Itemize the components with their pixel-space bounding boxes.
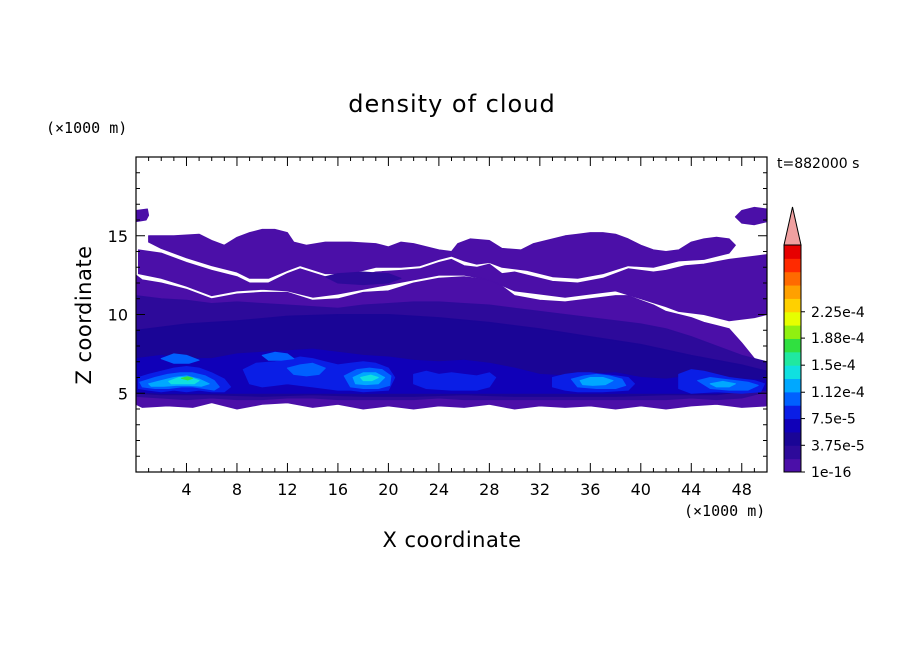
colorbar-swatch [784, 245, 801, 259]
y-tick-label: 10 [108, 306, 128, 325]
x-tick-label: 24 [429, 480, 449, 499]
colorbar-swatch [784, 418, 801, 433]
x-tick-label: 8 [232, 480, 242, 499]
colorbar-swatch [784, 391, 801, 406]
x-tick-label: 32 [530, 480, 550, 499]
colorbar-swatch [784, 311, 801, 326]
colorbar-label: 1.88e-4 [811, 331, 865, 347]
density-contour-level-10-0 [180, 376, 194, 381]
density-field [136, 206, 767, 410]
time-label: t=882000 s [777, 156, 859, 172]
colorbar-extend-arrow [783, 206, 802, 246]
colorbar-label: 2.25e-4 [811, 305, 865, 321]
y-axis-title: Z coordinate [72, 245, 96, 384]
colorbar-swatch [784, 431, 801, 446]
x-tick-label: 12 [277, 480, 297, 499]
colorbar-label: 1e-16 [811, 465, 851, 481]
colorbar-swatch [784, 378, 801, 393]
x-tick-label: 16 [328, 480, 348, 499]
y-tick-label: 15 [108, 227, 128, 246]
colorbar-swatch [784, 351, 801, 366]
density-contour-level-8-3 [709, 380, 736, 388]
density-contour-level-7-5 [160, 353, 200, 364]
y-unit-label: (×1000 m) [46, 119, 127, 137]
x-tick-label: 20 [378, 480, 398, 499]
x-axis-title: X coordinate [382, 528, 521, 552]
colorbar-swatch [784, 271, 801, 286]
colorbar-swatch [784, 445, 801, 460]
colorbar-label: 7.5e-5 [811, 412, 856, 428]
x-tick-label: 48 [732, 480, 752, 499]
colorbar-swatch [784, 458, 801, 473]
chart-title: density of cloud [348, 90, 555, 118]
density-contour-level-2-1 [148, 228, 736, 279]
colorbar-swatch [784, 365, 801, 380]
colorbar-swatch [784, 325, 801, 339]
density-contour-level-2-2 [136, 208, 150, 223]
x-unit-label: (×1000 m) [684, 502, 765, 520]
density-contour-level-3-1 [324, 271, 402, 286]
colorbar-label: 1.5e-4 [811, 358, 856, 374]
x-tick-label: 36 [580, 480, 600, 499]
colorbar-swatch [784, 405, 801, 420]
density-contour-level-9-1 [360, 374, 379, 382]
x-tick-label: 40 [631, 480, 651, 499]
y-axis: 5 10 15 [108, 172, 767, 457]
density-contour-level-2-3 [734, 206, 767, 226]
colorbar-swatch [784, 298, 801, 313]
colorbar: 1e-16 3.75e-5 7.5e-5 1.12e-4 1.5e-4 1.88e-4 2.… [783, 206, 865, 481]
colorbar-label: 3.75e-5 [811, 438, 865, 454]
colorbar-label: 1.12e-4 [811, 385, 865, 401]
colorbar-swatch [784, 338, 801, 353]
x-axis: 4 8 12 16 20 24 28 32 36 40 44 48 [148, 157, 755, 499]
density-contour-level-7-6 [261, 351, 295, 361]
density-contour-level-8-2 [579, 377, 614, 386]
colorbar-swatch [784, 285, 801, 299]
colorbar-swatch [784, 258, 801, 273]
x-tick-label: 44 [681, 480, 701, 499]
x-tick-label: 4 [181, 480, 191, 499]
x-tick-label: 28 [479, 480, 499, 499]
density-contour-level-7-1 [286, 362, 326, 377]
y-tick-label: 5 [118, 384, 128, 403]
density-contour-level-6-2 [413, 370, 497, 391]
